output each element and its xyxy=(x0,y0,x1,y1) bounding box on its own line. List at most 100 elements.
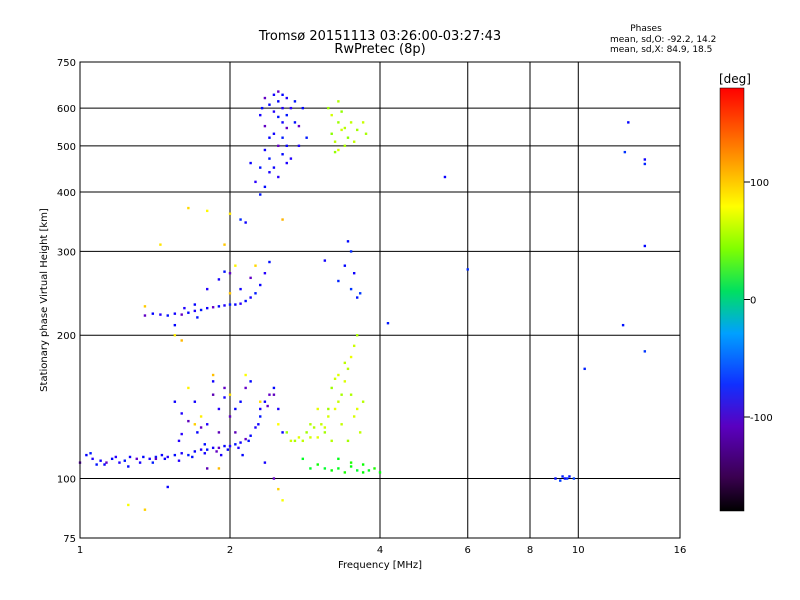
data-point xyxy=(249,434,252,437)
data-point xyxy=(226,448,230,451)
data-point xyxy=(228,415,232,418)
data-point xyxy=(277,423,280,426)
data-point xyxy=(249,380,252,383)
data-point xyxy=(154,455,158,459)
y-axis-label: Stationary phase Virtual Height [km] xyxy=(39,208,50,392)
y-tick-label: 100 xyxy=(57,475,76,486)
data-point xyxy=(281,106,284,110)
data-point xyxy=(361,463,365,466)
data-point xyxy=(297,144,301,148)
data-point xyxy=(277,175,280,179)
phase-stats-x: mean, sd,X: 84.9, 18.5 xyxy=(610,45,712,55)
data-point xyxy=(277,115,280,119)
data-point xyxy=(643,350,647,353)
data-point xyxy=(217,407,221,411)
data-point xyxy=(239,218,242,221)
data-point xyxy=(289,439,293,443)
data-point xyxy=(211,446,215,450)
data-point xyxy=(143,314,147,317)
chart-title: Tromsø 20151113 03:26:00-03:27:43 xyxy=(258,29,501,44)
data-point xyxy=(263,96,267,100)
data-point xyxy=(180,339,183,342)
y-tick-label: 500 xyxy=(57,142,76,153)
data-point xyxy=(85,453,88,457)
data-point xyxy=(127,465,130,468)
data-point xyxy=(643,162,647,166)
data-point xyxy=(123,459,126,462)
data-point xyxy=(154,457,158,461)
data-point xyxy=(268,393,271,396)
data-point xyxy=(565,477,569,480)
data-point xyxy=(323,426,327,429)
y-tick-label: 300 xyxy=(57,247,76,258)
data-point xyxy=(193,400,197,403)
data-point xyxy=(289,157,293,160)
data-point xyxy=(110,457,114,461)
data-point xyxy=(223,270,226,273)
data-point xyxy=(355,407,359,411)
data-point xyxy=(244,373,247,377)
data-point xyxy=(323,431,327,434)
data-point xyxy=(337,467,340,470)
data-point xyxy=(349,287,353,291)
phase-stats: Phases mean, sd,O: -92.2, 14.2 mean, sd,… xyxy=(610,24,716,55)
data-point xyxy=(239,287,242,291)
data-point xyxy=(281,153,284,156)
data-point xyxy=(327,106,330,110)
data-point xyxy=(228,292,232,295)
data-point xyxy=(105,461,108,464)
data-point xyxy=(166,314,169,317)
data-point xyxy=(205,467,209,470)
data-point xyxy=(623,150,627,154)
data-point xyxy=(266,404,269,408)
data-point xyxy=(352,140,356,143)
data-point xyxy=(349,121,353,124)
data-point xyxy=(559,479,562,482)
data-point xyxy=(228,303,232,306)
data-point xyxy=(103,463,106,466)
data-point xyxy=(386,321,390,325)
data-point xyxy=(99,459,102,462)
data-point xyxy=(563,477,567,480)
data-point xyxy=(272,166,276,169)
data-point xyxy=(223,444,226,448)
chart-subtitle: RwPretec (8p) xyxy=(334,42,425,57)
data-point xyxy=(364,132,368,135)
data-point xyxy=(373,467,376,470)
data-point xyxy=(621,323,625,327)
data-point xyxy=(259,407,262,411)
data-point xyxy=(301,457,305,461)
x-axis-ticks: 1 2 4 6 8 10 16 xyxy=(77,545,687,556)
data-point xyxy=(196,431,199,434)
data-point xyxy=(143,508,147,511)
data-point xyxy=(643,244,647,248)
data-point xyxy=(163,457,167,461)
data-point xyxy=(228,444,232,448)
data-point xyxy=(249,276,252,280)
data-point xyxy=(215,450,218,453)
colorbar-label: [deg] xyxy=(719,72,751,86)
x-tick-label: 4 xyxy=(377,545,383,556)
data-point xyxy=(180,432,183,436)
data-point xyxy=(281,218,284,221)
data-point xyxy=(355,128,359,132)
data-point xyxy=(330,113,333,117)
data-point xyxy=(337,148,340,152)
data-points xyxy=(78,90,647,511)
data-point xyxy=(349,250,353,253)
data-point xyxy=(340,423,343,426)
y-tick-label: 600 xyxy=(57,104,76,115)
data-point xyxy=(263,185,267,189)
data-point xyxy=(327,407,330,411)
x-axis-label: Frequency [MHz] xyxy=(338,560,422,571)
data-point xyxy=(95,463,98,466)
data-point xyxy=(349,465,353,468)
data-point xyxy=(241,453,244,457)
data-point xyxy=(205,448,209,451)
data-point xyxy=(259,166,262,169)
data-point xyxy=(285,126,288,130)
x-tick-label: 8 xyxy=(527,545,533,556)
data-point xyxy=(323,467,327,470)
data-point xyxy=(228,212,232,215)
data-point xyxy=(127,503,130,507)
